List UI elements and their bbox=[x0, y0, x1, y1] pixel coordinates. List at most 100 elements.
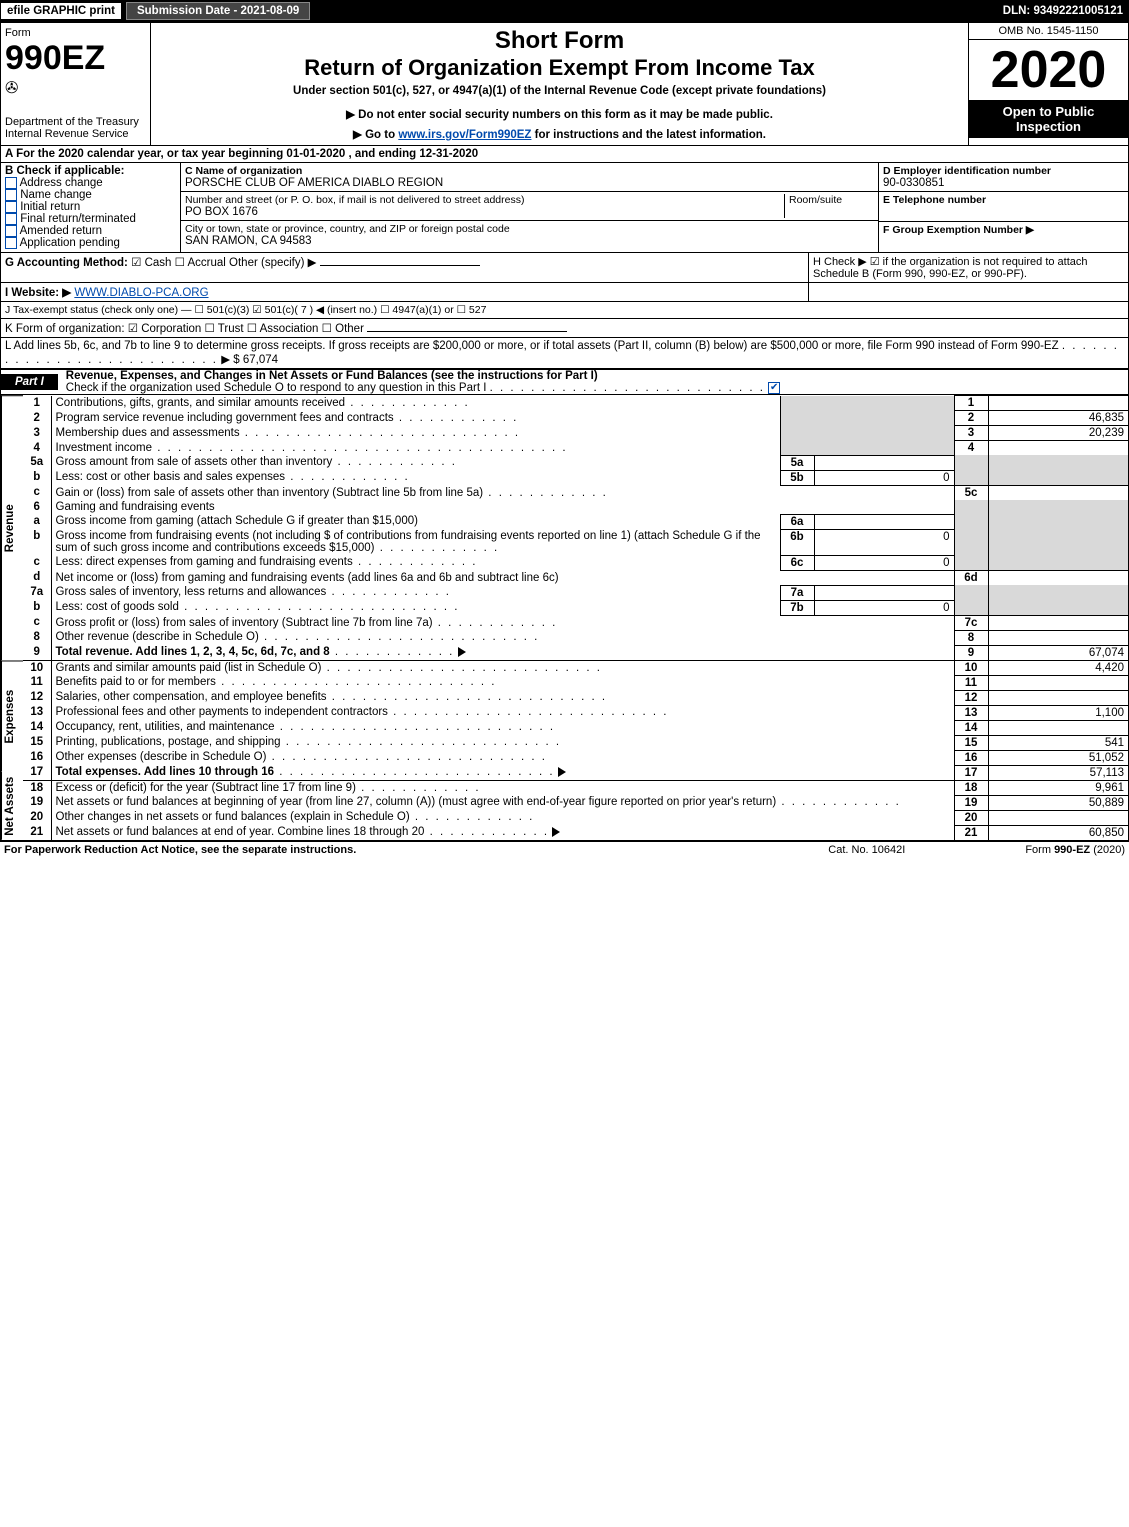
line-7a-desc: Gross sales of inventory, less returns a… bbox=[56, 586, 327, 598]
box-j-label: J Tax-exempt status (check only one) — ☐… bbox=[5, 304, 486, 316]
schedule-o-checkbox[interactable]: ✔ bbox=[768, 382, 780, 394]
form-title-2: Return of Organization Exempt From Incom… bbox=[159, 55, 960, 81]
submission-date: Submission Date - 2021-08-09 bbox=[126, 2, 310, 20]
addr-label: Number and street (or P. O. box, if mail… bbox=[185, 194, 784, 206]
row-i: I Website: ▶ WWW.DIABLO-PCA.ORG bbox=[1, 283, 1128, 302]
line-6a-desc: Gross income from gaming (attach Schedul… bbox=[56, 515, 418, 527]
line-7a-val bbox=[814, 585, 954, 600]
footer-left: For Paperwork Reduction Act Notice, see … bbox=[4, 844, 356, 856]
line-14-desc: Occupancy, rent, utilities, and maintena… bbox=[56, 721, 275, 733]
line-20-desc: Other changes in net assets or fund bala… bbox=[56, 811, 410, 823]
part-1-title: Revenue, Expenses, and Changes in Net As… bbox=[66, 370, 598, 382]
website-link[interactable]: WWW.DIABLO-PCA.ORG bbox=[74, 287, 208, 299]
part-1-check: Check if the organization used Schedule … bbox=[66, 382, 487, 394]
chk-amended-return[interactable]: Amended return bbox=[5, 225, 176, 237]
form-header: Form 990EZ ✇ Department of the Treasury … bbox=[1, 23, 1128, 146]
line-8-desc: Other revenue (describe in Schedule O) bbox=[56, 631, 259, 643]
section-netassets: Net Assets bbox=[1, 772, 23, 840]
line-9-desc: Total revenue. Add lines 1, 2, 3, 4, 5c,… bbox=[56, 646, 330, 658]
chk-label: Address change bbox=[20, 177, 103, 189]
ssn-warning: ▶ Do not enter social security numbers o… bbox=[159, 107, 960, 121]
line-10-desc: Grants and similar amounts paid (list in… bbox=[56, 662, 322, 674]
line-1-val bbox=[988, 396, 1128, 411]
line-18-val: 9,961 bbox=[988, 780, 1128, 795]
line-2-num: 2 bbox=[954, 411, 988, 426]
form-subtitle: Under section 501(c), 527, or 4947(a)(1)… bbox=[159, 85, 960, 97]
line-6b-val: 0 bbox=[814, 529, 954, 555]
line-21-val: 60,850 bbox=[988, 825, 1128, 840]
line-9-val: 67,074 bbox=[988, 645, 1128, 660]
city-label: City or town, state or province, country… bbox=[185, 223, 874, 235]
row-g-h: G Accounting Method: ☑ Cash ☐ Accrual Ot… bbox=[1, 253, 1128, 283]
line-12-num: 12 bbox=[954, 690, 988, 705]
lines-table: 1Contributions, gifts, grants, and simil… bbox=[23, 395, 1128, 840]
line-6d-val bbox=[988, 570, 1128, 585]
box-l-label: L Add lines 5b, 6c, and 7b to line 9 to … bbox=[5, 340, 1059, 352]
ein-value: 90-0330851 bbox=[883, 177, 1124, 189]
chk-label: Initial return bbox=[20, 201, 80, 213]
line-18-desc: Excess or (deficit) for the year (Subtra… bbox=[56, 782, 356, 794]
box-g-label: G Accounting Method: bbox=[5, 257, 128, 269]
dept-treasury: Department of the Treasury bbox=[5, 116, 146, 128]
box-l: L Add lines 5b, 6c, and 7b to line 9 to … bbox=[1, 338, 1128, 369]
page-footer: For Paperwork Reduction Act Notice, see … bbox=[0, 841, 1129, 858]
chk-address-change[interactable]: Address change bbox=[5, 177, 176, 189]
efile-print-label[interactable]: efile GRAPHIC print bbox=[0, 2, 122, 20]
line-15-desc: Printing, publications, postage, and shi… bbox=[56, 736, 281, 748]
box-e-label: E Telephone number bbox=[883, 194, 1124, 206]
arrow-icon bbox=[558, 767, 566, 777]
goto-line: ▶ Go to www.irs.gov/Form990EZ for instru… bbox=[159, 127, 960, 141]
line-5a-num: 5a bbox=[780, 455, 814, 470]
line-6c-desc: Less: direct expenses from gaming and fu… bbox=[56, 556, 353, 568]
form-container: Form 990EZ ✇ Department of the Treasury … bbox=[0, 22, 1129, 841]
line-1-num: 1 bbox=[954, 396, 988, 411]
line-5b-val: 0 bbox=[814, 470, 954, 485]
box-l-value: ▶ $ 67,074 bbox=[221, 354, 278, 366]
open-inspection: Open to Public Inspection bbox=[969, 100, 1128, 138]
line-8-val bbox=[988, 630, 1128, 645]
line-4-val bbox=[988, 441, 1128, 456]
line-15-num: 15 bbox=[954, 735, 988, 750]
line-3-desc: Membership dues and assessments bbox=[56, 427, 240, 439]
line-5a-val bbox=[814, 455, 954, 470]
org-name: PORSCHE CLUB OF AMERICA DIABLO REGION bbox=[185, 177, 874, 189]
chk-name-change[interactable]: Name change bbox=[5, 189, 176, 201]
line-7c-val bbox=[988, 615, 1128, 630]
irs-link[interactable]: www.irs.gov/Form990EZ bbox=[398, 129, 531, 141]
entity-block: B Check if applicable: Address change Na… bbox=[1, 163, 1128, 253]
chk-initial-return[interactable]: Initial return bbox=[5, 201, 176, 213]
section-revenue: Revenue bbox=[1, 395, 23, 660]
line-16-desc: Other expenses (describe in Schedule O) bbox=[56, 751, 267, 763]
line-17-desc: Total expenses. Add lines 10 through 16 bbox=[56, 766, 275, 778]
box-j: J Tax-exempt status (check only one) — ☐… bbox=[1, 302, 1128, 319]
org-address: PO BOX 1676 bbox=[185, 206, 784, 218]
line-20-val bbox=[988, 810, 1128, 825]
line-5c-num: 5c bbox=[954, 485, 988, 500]
box-h: H Check ▶ ☑ if the organization is not r… bbox=[808, 253, 1128, 282]
tax-year: 2020 bbox=[969, 40, 1128, 100]
line-6a-val bbox=[814, 514, 954, 529]
line-7a-num: 7a bbox=[780, 585, 814, 600]
line-4-num: 4 bbox=[954, 441, 988, 456]
line-21-desc: Net assets or fund balances at end of ye… bbox=[56, 826, 425, 838]
chk-label: Application pending bbox=[20, 237, 120, 249]
line-4-desc: Investment income bbox=[56, 442, 153, 454]
chk-final-return[interactable]: Final return/terminated bbox=[5, 213, 176, 225]
line-16-val: 51,052 bbox=[988, 750, 1128, 765]
box-i-label: I Website: ▶ bbox=[5, 287, 71, 299]
line-3-val: 20,239 bbox=[988, 426, 1128, 441]
org-city: SAN RAMON, CA 94583 bbox=[185, 235, 874, 247]
box-c-label: C Name of organization bbox=[185, 165, 874, 177]
section-expenses: Expenses bbox=[1, 660, 23, 771]
line-12-desc: Salaries, other compensation, and employ… bbox=[56, 691, 327, 703]
line-16-num: 16 bbox=[954, 750, 988, 765]
box-f-label: F Group Exemption Number ▶ bbox=[883, 224, 1124, 236]
chk-application-pending[interactable]: Application pending bbox=[5, 237, 176, 249]
line-11-val bbox=[988, 675, 1128, 690]
box-d-label: D Employer identification number bbox=[883, 165, 1124, 177]
line-6d-num: 6d bbox=[954, 570, 988, 585]
line-6b-num: 6b bbox=[780, 529, 814, 555]
arrow-icon bbox=[552, 827, 560, 837]
line-13-desc: Professional fees and other payments to … bbox=[56, 706, 388, 718]
part-1-label: Part I bbox=[1, 374, 58, 390]
